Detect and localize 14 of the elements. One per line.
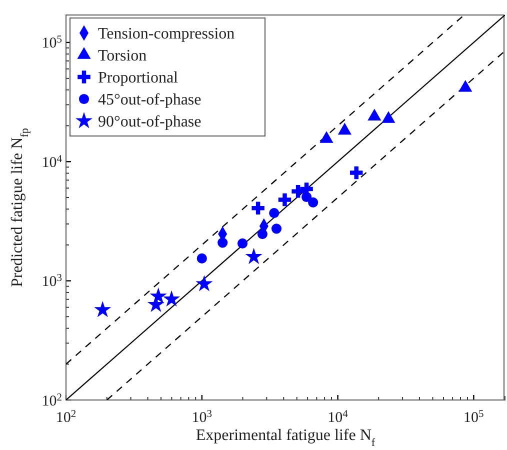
legend-label: 90°out-of-phase	[98, 114, 202, 131]
x-tick-label: 10$^{5}$	[464, 408, 484, 426]
x-axis-title: Experimental fatigue life N$_{f}$	[196, 427, 376, 449]
legend-label: 45°out-of-phase	[98, 92, 202, 109]
x-tick-label: 10$^{3}$	[192, 408, 212, 426]
y-tick-label: 10$^{5}$	[42, 34, 62, 52]
y-tick-label: 10$^{3}$	[42, 272, 62, 290]
legend-label: Torsion	[98, 48, 147, 65]
y-tick-label: 10$^{2}$	[42, 392, 62, 410]
x-tick-label: 10$^{4}$	[328, 408, 349, 426]
legend-label: Proportional	[98, 70, 179, 87]
x-tick-label: 10$^{2}$	[56, 408, 76, 426]
y-tick-label: 10$^{4}$	[42, 153, 63, 171]
legend-label: Tension-compression	[98, 26, 235, 43]
